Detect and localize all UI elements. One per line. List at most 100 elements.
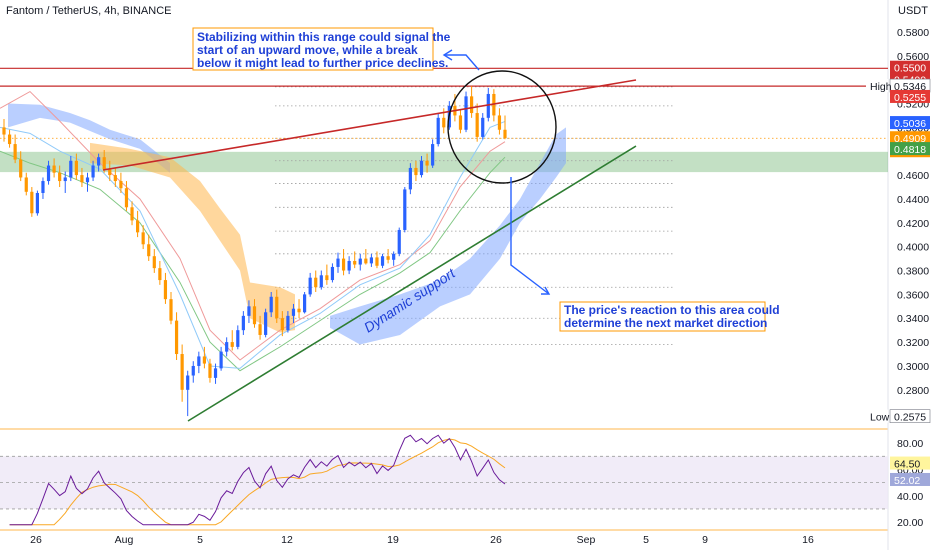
candle-body[interactable] <box>425 160 429 166</box>
candle-body[interactable] <box>152 256 156 269</box>
candle-body[interactable] <box>58 172 62 182</box>
time-tick-label: 5 <box>643 534 649 546</box>
candle-body[interactable] <box>286 315 290 331</box>
candle-body[interactable] <box>74 160 78 176</box>
time-tick-label: 19 <box>387 534 399 546</box>
candle-body[interactable] <box>364 258 368 264</box>
candle-body[interactable] <box>475 113 479 137</box>
candle-body[interactable] <box>19 159 23 178</box>
candle-body[interactable] <box>436 117 440 145</box>
candle-body[interactable] <box>403 189 407 230</box>
annotation-text: The price's reaction to this area could <box>564 303 780 317</box>
candle-body[interactable] <box>174 320 179 355</box>
candle-body[interactable] <box>303 294 307 313</box>
candle-body[interactable] <box>486 93 490 118</box>
candle-body[interactable] <box>180 354 184 390</box>
candle-body[interactable] <box>375 257 379 266</box>
candle-body[interactable] <box>397 229 401 254</box>
candle-body[interactable] <box>419 160 424 176</box>
candle-body[interactable] <box>108 169 112 176</box>
candle-body[interactable] <box>130 207 134 221</box>
candle-body[interactable] <box>264 312 268 335</box>
candle-body[interactable] <box>119 181 123 189</box>
candle-body[interactable] <box>280 318 284 331</box>
candle-body[interactable] <box>269 296 273 313</box>
candle-body[interactable] <box>380 256 385 266</box>
candle-body[interactable] <box>24 177 28 192</box>
candle-body[interactable] <box>442 117 446 128</box>
candle-body[interactable] <box>353 260 357 265</box>
candle-body[interactable] <box>186 375 190 390</box>
candle-body[interactable] <box>481 117 485 137</box>
candle-body[interactable] <box>46 165 51 182</box>
rsi-value-tag <box>890 456 930 470</box>
candle-body[interactable] <box>158 268 162 281</box>
candle-body[interactable] <box>7 134 12 145</box>
candle-body[interactable] <box>275 296 279 319</box>
candle-body[interactable] <box>124 188 129 208</box>
candle-body[interactable] <box>136 220 140 233</box>
candle-body[interactable] <box>297 308 301 313</box>
candle-body[interactable] <box>408 167 412 190</box>
candle-body[interactable] <box>314 277 318 288</box>
candle-body[interactable] <box>458 115 463 130</box>
candle-body[interactable] <box>503 129 507 139</box>
candle-body[interactable] <box>97 157 101 166</box>
candle-body[interactable] <box>63 177 67 182</box>
candle-body[interactable] <box>291 308 296 316</box>
candle-body[interactable] <box>414 167 418 176</box>
candle-body[interactable] <box>369 257 373 264</box>
candle-body[interactable] <box>163 280 168 300</box>
candle-body[interactable] <box>392 253 396 260</box>
candle-body[interactable] <box>341 258 346 271</box>
candle-body[interactable] <box>213 368 218 378</box>
candle-body[interactable] <box>347 260 351 271</box>
candle-body[interactable] <box>247 306 251 316</box>
price-tag <box>890 60 930 74</box>
candle-body[interactable] <box>319 275 323 288</box>
caption-bg <box>866 409 888 423</box>
candle-body[interactable] <box>2 127 6 135</box>
candle-body[interactable] <box>13 144 17 160</box>
candle-body[interactable] <box>497 115 502 130</box>
candle-body[interactable] <box>258 324 262 335</box>
candle-body[interactable] <box>102 157 106 170</box>
candle-body[interactable] <box>225 342 229 352</box>
candle-body[interactable] <box>236 330 240 347</box>
candle-body[interactable] <box>241 315 245 331</box>
candle-body[interactable] <box>330 266 335 281</box>
candle-body[interactable] <box>80 175 84 183</box>
candle-body[interactable] <box>169 299 173 321</box>
candle-body[interactable] <box>113 175 117 182</box>
candle-body[interactable] <box>252 306 257 325</box>
candle-body[interactable] <box>219 351 223 369</box>
candle-body[interactable] <box>358 258 362 265</box>
candle-body[interactable] <box>30 191 34 214</box>
arrow-line <box>444 54 480 71</box>
candle-body[interactable] <box>470 96 474 114</box>
candle-body[interactable] <box>208 363 212 378</box>
candle-body[interactable] <box>386 256 390 260</box>
candle-body[interactable] <box>35 192 39 214</box>
candle-body[interactable] <box>85 177 90 183</box>
candle-body[interactable] <box>431 144 435 166</box>
candle-body[interactable] <box>197 356 201 366</box>
rsi-line <box>9 434 506 526</box>
time-tick-label: Aug <box>115 534 134 546</box>
candle-body[interactable] <box>308 277 312 295</box>
candle-body[interactable] <box>191 365 195 376</box>
candle-body[interactable] <box>69 160 73 178</box>
candle-body[interactable] <box>336 258 340 267</box>
candle-body[interactable] <box>325 275 329 281</box>
candle-body[interactable] <box>52 165 56 173</box>
candle-body[interactable] <box>230 342 234 347</box>
candle-body[interactable] <box>147 244 151 257</box>
candle-body[interactable] <box>91 165 95 178</box>
candle-body[interactable] <box>41 181 45 193</box>
candle-body[interactable] <box>141 232 145 245</box>
price-tick-label: 0.3400 <box>897 313 929 325</box>
candle-body[interactable] <box>464 96 468 130</box>
candle-body[interactable] <box>202 356 206 364</box>
currency-label: USDT <box>898 5 928 17</box>
